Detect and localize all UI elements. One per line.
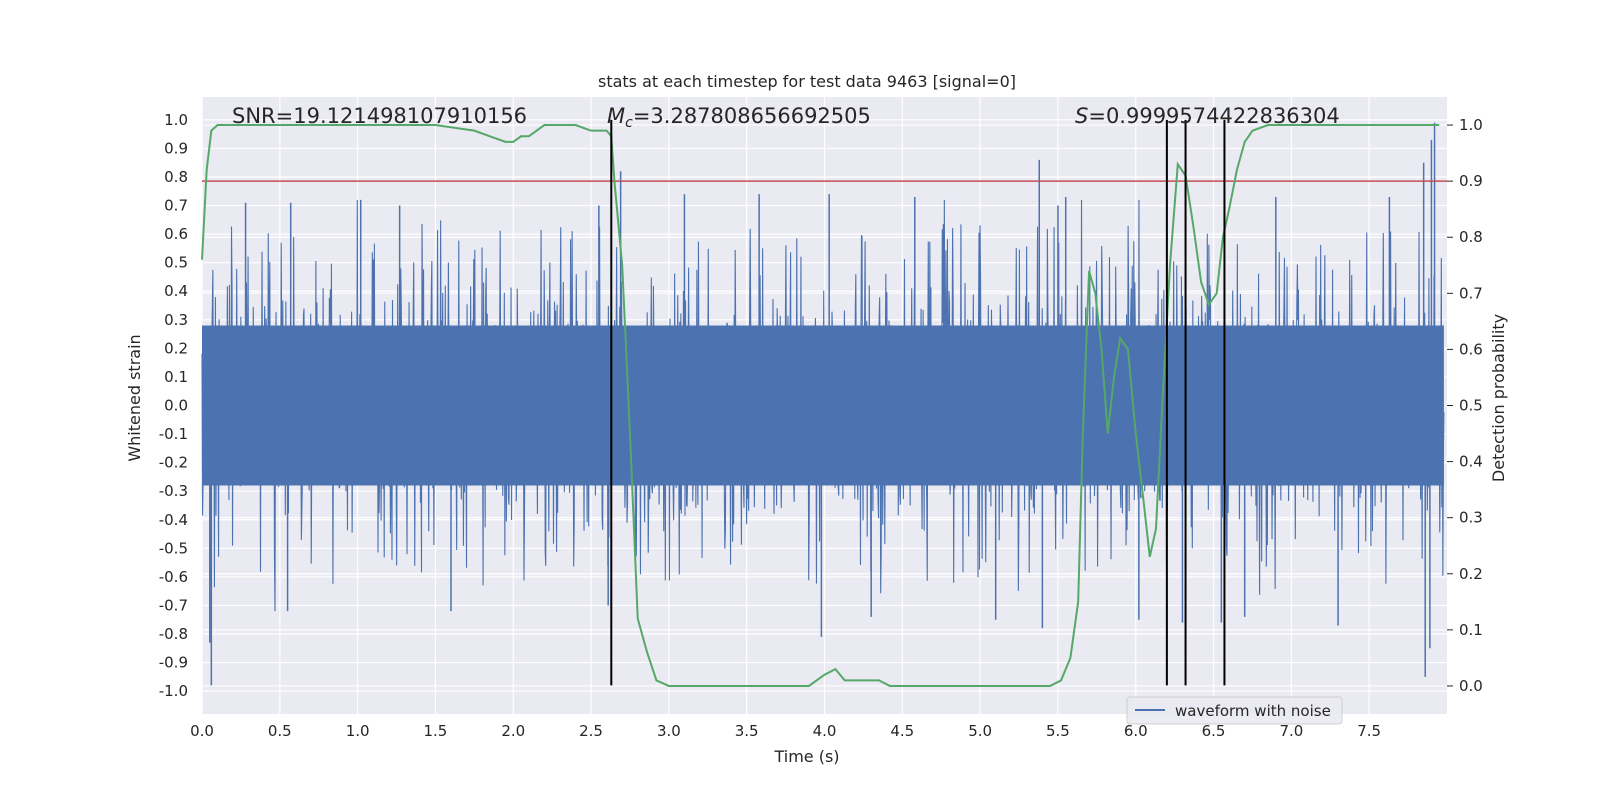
legend: waveform with noise [1126,696,1343,725]
x-tick-label: 7.5 [1357,722,1381,740]
x-tick-label: 6.5 [1202,722,1226,740]
y2-tick-label: 0.3 [1459,509,1483,527]
y-axis-label: Whitened strain [125,334,144,461]
y-tick-label: 1.0 [164,111,188,129]
x-tick-label: 5.5 [1046,722,1070,740]
y-axis-ticks: 1.0 0.9 0.8 0.7 0.6 0.5 0.4 0.3 0.2 0.1 0.0 -0.1 -0.… [159,111,188,700]
y2-axis-label: Detection probability [1489,314,1508,482]
score-value: =0.9999574422836304 [1088,104,1339,128]
x-tick-label: 1.5 [424,722,448,740]
chirp-mass-annotation: Mc=3.287808656692505 [607,104,871,131]
x-tick-label: 4.0 [813,722,837,740]
y2-tick-label: 0.8 [1459,228,1483,246]
y2-tick-label: 0.2 [1459,565,1483,583]
x-tick-label: 4.5 [890,722,914,740]
y-tick-label: -0.2 [159,454,188,472]
y-tick-label: 0.0 [164,397,188,415]
x-tick-label: 1.0 [346,722,370,740]
y2-tick-label: 0.5 [1459,397,1483,415]
y-tick-label: 0.9 [164,139,188,157]
y-tick-label: 0.5 [164,254,188,272]
y2-tick-label: 0.4 [1459,453,1483,471]
waveform-series [201,122,1445,686]
y2-tick-label: 0.1 [1459,621,1483,639]
x-tick-label: 7.0 [1279,722,1303,740]
y-tick-label: 0.6 [164,225,188,243]
x-tick-label: 3.5 [735,722,759,740]
y2-tick-label: 0.9 [1459,172,1483,190]
chirp-mass-value: =3.287808656692505 [633,104,871,128]
y-tick-label: -0.7 [159,596,188,614]
x-tick-label: 2.5 [579,722,603,740]
probability-line [201,124,1440,687]
x-axis-label: Time (s) [773,747,839,766]
y-tick-label: -0.8 [159,625,188,643]
y-tick-label: 0.7 [164,197,188,215]
x-tick-label: 5.0 [968,722,992,740]
probability-series [201,124,1440,687]
y-tick-label: -0.5 [159,539,188,557]
y-tick-label: -1.0 [159,682,188,700]
y-tick-label: 0.4 [164,282,188,300]
chirp-mass-subscript: c [625,115,633,131]
y-tick-label: -0.3 [159,482,188,500]
x-tick-label: 6.0 [1124,722,1148,740]
x-tick-label: 3.0 [657,722,681,740]
score-annotation: S=0.9999574422836304 [1075,104,1340,128]
marker-lines [610,119,1226,686]
y2-tick-label: 0.0 [1459,677,1483,695]
score-symbol: S [1075,104,1088,128]
chart-title: stats at each timestep for test data 946… [598,72,1016,91]
y-tick-label: -0.4 [159,511,188,529]
y2-tick-label: 0.6 [1459,340,1483,358]
y2-axis-ticks: 1.0 0.9 0.8 0.7 0.6 0.5 0.4 0.3 0.2 0.1 0.0 [1447,116,1483,695]
y-tick-label: -0.1 [159,425,188,443]
waveform-core-band [202,325,1444,486]
snr-annotation: SNR=19.121498107910156 [232,104,527,128]
legend-label-waveform: waveform with noise [1175,702,1331,720]
y-tick-label: -0.6 [159,568,188,586]
legend-box [1126,696,1343,725]
y2-tick-label: 0.7 [1459,284,1483,302]
y-tick-label: 0.3 [164,311,188,329]
x-tick-label: 2.0 [501,722,525,740]
y-tick-label: -0.9 [159,654,188,672]
y-tick-label: 0.1 [164,368,188,386]
y2-tick-label: 1.0 [1459,116,1483,134]
x-tick-label: 0.0 [190,722,214,740]
y-tick-label: 0.2 [164,339,188,357]
chirp-mass-symbol: M [607,104,625,128]
x-tick-label: 0.5 [268,722,292,740]
y-tick-label: 0.8 [164,168,188,186]
x-axis-ticks: 0.0 0.5 1.0 1.5 2.0 2.5 3.0 3.5 4.0 4.5 5.0 5.5 6.0 6… [190,722,1381,740]
